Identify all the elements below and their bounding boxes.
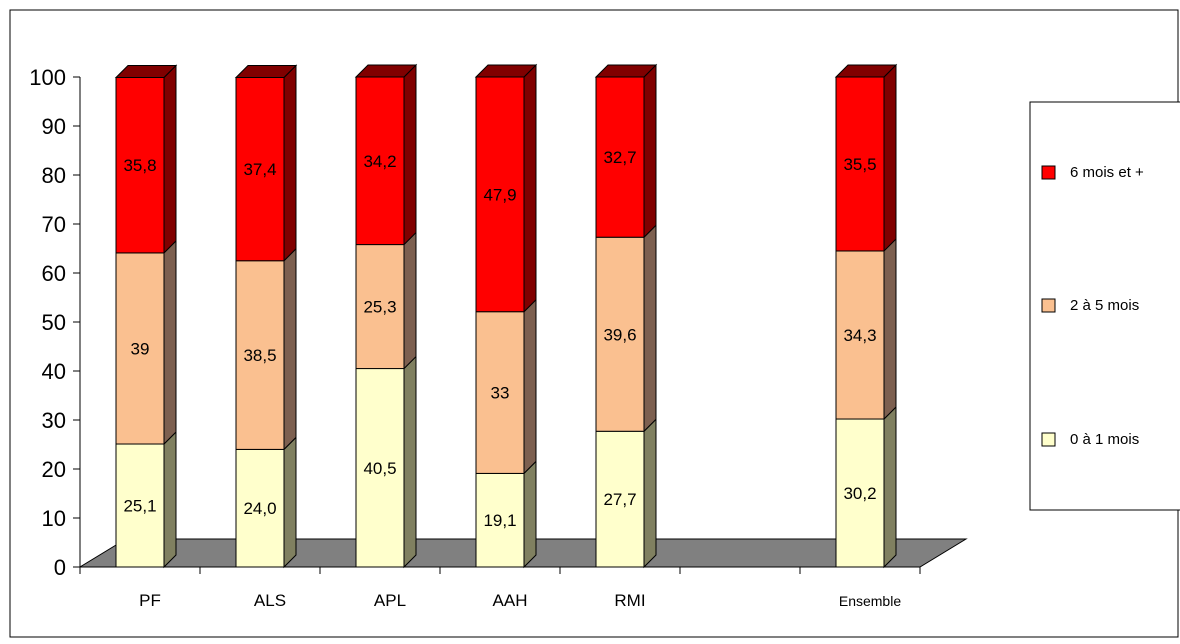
bar-segment-side xyxy=(283,64,297,262)
data-label: 34,2 xyxy=(363,152,396,171)
bar-segment xyxy=(475,472,525,568)
legend-swatch xyxy=(1041,432,1056,447)
data-label: 37,4 xyxy=(243,160,276,179)
bar-segment xyxy=(235,448,285,568)
y-tick-label: 100 xyxy=(29,65,66,90)
data-label: 27,7 xyxy=(603,490,636,509)
data-label: 25,1 xyxy=(123,497,156,516)
data-label: 38,5 xyxy=(243,346,276,365)
y-tick-label: 0 xyxy=(54,555,66,580)
data-label: 25,3 xyxy=(363,298,396,317)
x-tick-label: ALS xyxy=(254,591,286,610)
bar-segment xyxy=(235,76,285,262)
data-label: 24,0 xyxy=(243,499,276,518)
bar-segment-side xyxy=(283,247,297,451)
bar-segment-side xyxy=(163,430,177,569)
data-label: 32,7 xyxy=(603,148,636,167)
x-tick-label: Ensemble xyxy=(839,593,901,609)
data-label: 40,5 xyxy=(363,459,396,478)
bar-segment-side xyxy=(883,237,897,421)
data-label: 34,3 xyxy=(843,326,876,345)
bar-segment-side xyxy=(643,63,657,239)
bar-segment xyxy=(595,430,645,568)
bar-top xyxy=(834,64,898,78)
bar-segment-side xyxy=(523,460,537,569)
x-tick-label: RMI xyxy=(614,591,645,610)
data-label: 33 xyxy=(491,384,510,403)
bar-segment xyxy=(355,76,405,246)
bar-top xyxy=(474,64,538,78)
bar-top xyxy=(114,64,178,78)
bar-segment-side xyxy=(523,63,537,313)
data-label: 47,9 xyxy=(483,185,516,204)
data-label: 35,5 xyxy=(843,155,876,174)
bar-segment-side xyxy=(163,239,177,446)
y-tick-label: 20 xyxy=(42,457,66,482)
bar-segment xyxy=(235,260,285,450)
data-label: 30,2 xyxy=(843,484,876,503)
legend-label: 2 à 5 mois xyxy=(1070,297,1139,314)
bar-top xyxy=(594,64,658,78)
bar-segment xyxy=(115,76,165,254)
bar-top xyxy=(354,64,418,78)
bar-segment-side xyxy=(883,405,897,569)
y-tick-label: 70 xyxy=(42,212,66,237)
bar-segment xyxy=(355,244,405,370)
bar-segment-side xyxy=(403,231,417,370)
legend-swatch xyxy=(1041,298,1056,313)
legend-swatch xyxy=(1041,165,1056,180)
data-label: 35,8 xyxy=(123,156,156,175)
bar-segment xyxy=(595,76,645,238)
bar-segment-side xyxy=(283,436,297,569)
x-tick-label: PF xyxy=(139,591,161,610)
bar-segment xyxy=(835,76,885,252)
bar-segment-side xyxy=(163,64,177,255)
y-tick-label: 40 xyxy=(42,359,66,384)
bar-segment xyxy=(835,418,885,568)
y-tick-label: 30 xyxy=(42,408,66,433)
legend-label: 6 mois et + xyxy=(1070,164,1144,181)
bar-segment-side xyxy=(403,355,417,569)
data-label: 39 xyxy=(131,339,150,358)
y-tick-label: 50 xyxy=(42,310,66,335)
bar-segment-side xyxy=(883,63,897,253)
x-tick-label: AAH xyxy=(493,591,528,610)
x-tick-label: APL xyxy=(374,591,406,610)
legend-label: 0 à 1 mois xyxy=(1070,431,1139,448)
bar-top xyxy=(234,64,298,78)
bar-segment xyxy=(475,76,525,313)
y-tick-label: 90 xyxy=(42,114,66,139)
y-tick-label: 10 xyxy=(42,506,66,531)
bar-segment-side xyxy=(523,298,537,475)
bar-segment xyxy=(115,252,165,445)
y-tick-label: 80 xyxy=(42,163,66,188)
bar-segment-side xyxy=(643,224,657,433)
data-label: 19,1 xyxy=(483,511,516,530)
bar-segment-side xyxy=(403,63,417,246)
data-label: 39,6 xyxy=(603,325,636,344)
bar-segment xyxy=(835,250,885,420)
bar-segment-side xyxy=(643,418,657,569)
bar-segment xyxy=(475,311,525,474)
y-tick-label: 60 xyxy=(42,261,66,286)
bar-segment xyxy=(595,236,645,432)
